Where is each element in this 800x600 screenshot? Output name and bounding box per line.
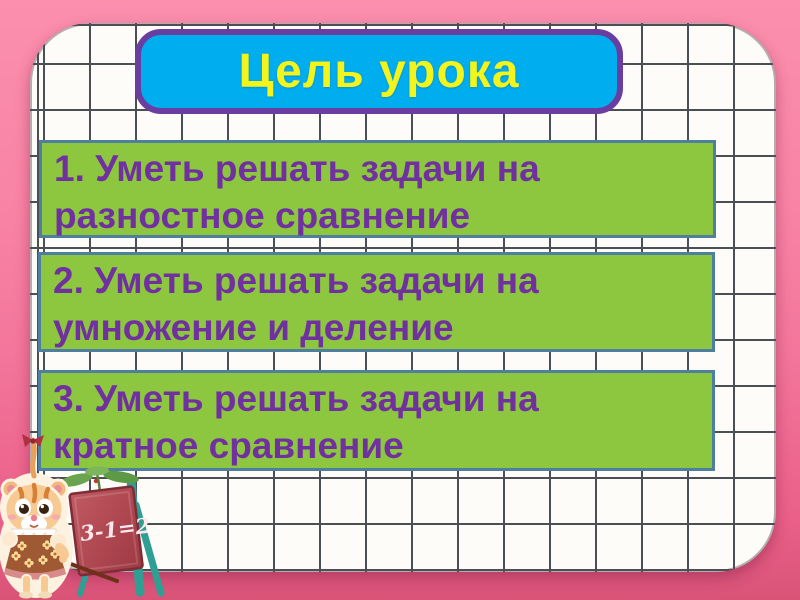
goal-3-line-2: кратное сравнение xyxy=(53,425,404,466)
goal-box-1: 1. Уметь решать задачи на разностное сра… xyxy=(39,140,716,238)
goal-box-2: 2. Уметь решать задачи на умножение и де… xyxy=(38,252,715,352)
goal-1-line-1: 1. Уметь решать задачи на xyxy=(54,148,540,189)
kitten-character xyxy=(0,434,73,599)
goal-2-line-1: 2. Уметь решать задачи на xyxy=(53,260,539,301)
goal-3-line-1: 3. Уметь решать задачи на xyxy=(53,378,539,419)
lesson-title: Цель урока xyxy=(238,45,520,98)
goal-2-line-2: умножение и деление xyxy=(53,307,454,348)
lesson-title-box: Цель урока xyxy=(135,29,623,114)
kitten-with-chalkboard-illustration: 3-1=2 xyxy=(0,434,165,599)
goal-1-line-2: разностное сравнение xyxy=(54,195,471,236)
chalkboard: 3-1=2 xyxy=(68,485,151,577)
goal-box-3: 3. Уметь решать задачи на кратное сравне… xyxy=(38,370,715,471)
plant-icon xyxy=(59,466,139,493)
